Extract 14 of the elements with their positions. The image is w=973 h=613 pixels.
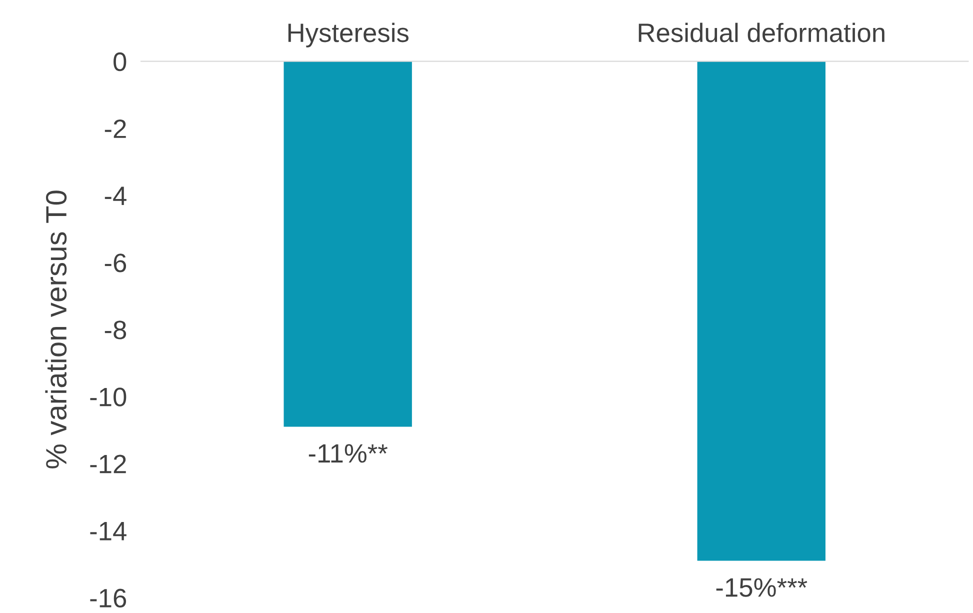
y-axis-title: % variation versus T0 bbox=[45, 190, 67, 468]
y-tick-label: 0 bbox=[114, 52, 126, 72]
y-tick-label: -16 bbox=[90, 588, 126, 608]
y-tick-label: -10 bbox=[90, 388, 126, 406]
x-tick-label: Hysteresis bbox=[288, 22, 408, 48]
y-tick-label: -14 bbox=[90, 522, 126, 540]
y-tick-label: -6 bbox=[104, 254, 126, 272]
data-label: -11%** bbox=[308, 444, 388, 463]
x-tick-label: Residual deformation bbox=[638, 22, 884, 42]
data-label: -15%*** bbox=[716, 578, 808, 597]
y-tick-label: -12 bbox=[90, 454, 126, 474]
y-tick-label: -8 bbox=[104, 320, 126, 340]
y-tick-label: -4 bbox=[104, 186, 126, 205]
y-tick-label: -2 bbox=[104, 119, 126, 138]
